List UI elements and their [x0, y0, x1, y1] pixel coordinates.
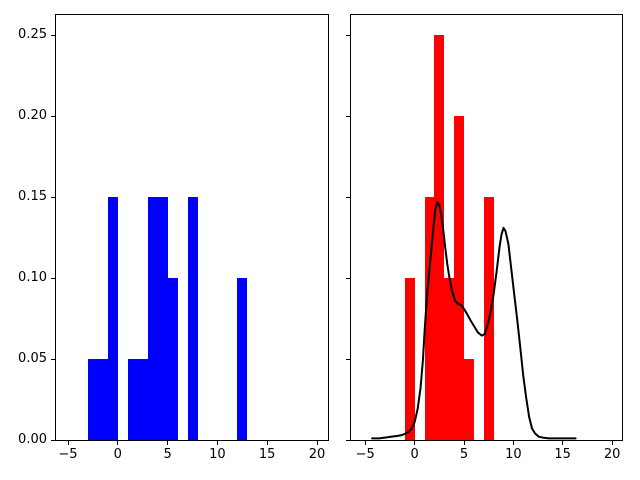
histogram-bar: [237, 278, 248, 440]
histogram-bar: [464, 359, 474, 440]
x-tick-label: 10: [505, 447, 522, 462]
y-tick-mark: [346, 196, 350, 198]
x-tick-mark: [364, 441, 366, 445]
y-tick-label: 0.20: [18, 108, 47, 124]
y-tick-mark: [346, 439, 350, 441]
histogram-bar: [434, 35, 445, 440]
histogram-bar: [147, 197, 168, 440]
histogram-bar: [454, 116, 464, 440]
x-tick-label: −5: [58, 447, 78, 462]
axes-left: [55, 14, 329, 441]
x-tick-label: 0: [113, 447, 122, 462]
histogram-bar: [187, 197, 198, 440]
x-tick-mark: [266, 441, 268, 445]
x-tick-mark: [216, 441, 218, 445]
y-tick-mark: [51, 439, 55, 441]
x-tick-mark: [562, 441, 564, 445]
x-tick-mark: [512, 441, 514, 445]
y-tick-mark: [51, 34, 55, 36]
x-tick-label: 15: [258, 447, 276, 462]
y-tick-label: 0.25: [18, 27, 47, 43]
y-tick-mark: [51, 115, 55, 117]
y-tick-label: 0.10: [18, 270, 47, 286]
y-tick-mark: [51, 196, 55, 198]
x-tick-label: 20: [308, 447, 326, 462]
y-tick-mark: [346, 115, 350, 117]
x-tick-mark: [414, 441, 416, 445]
y-tick-mark: [346, 277, 350, 279]
x-tick-label: 10: [209, 447, 226, 462]
y-tick-label: 0.15: [18, 189, 47, 205]
x-tick-label: 5: [163, 447, 172, 462]
kde-curve: [371, 201, 577, 440]
x-tick-label: 20: [603, 447, 621, 462]
histogram-bar: [404, 278, 415, 440]
x-tick-mark: [67, 441, 69, 445]
x-tick-label: 15: [554, 447, 571, 462]
y-tick-mark: [346, 358, 350, 360]
y-tick-mark: [51, 277, 55, 279]
x-tick-label: 0: [410, 447, 419, 462]
y-tick-label: 0.05: [18, 351, 47, 366]
histogram-bar: [167, 278, 178, 440]
y-tick-mark: [51, 358, 55, 360]
x-tick-mark: [463, 441, 465, 445]
histogram-bar: [444, 278, 455, 440]
y-tick-mark: [346, 34, 350, 36]
axes-right: [350, 14, 623, 441]
x-tick-mark: [316, 441, 318, 445]
x-tick-mark: [167, 441, 169, 445]
histogram-bar: [424, 197, 435, 440]
x-tick-label: −5: [355, 447, 375, 462]
histogram-bar: [107, 197, 118, 440]
histogram-bar: [127, 359, 148, 440]
x-tick-mark: [611, 441, 613, 445]
y-tick-label: 0.00: [18, 432, 47, 447]
x-tick-label: 5: [459, 447, 469, 462]
histogram-bar: [87, 359, 108, 440]
x-tick-mark: [117, 441, 119, 445]
